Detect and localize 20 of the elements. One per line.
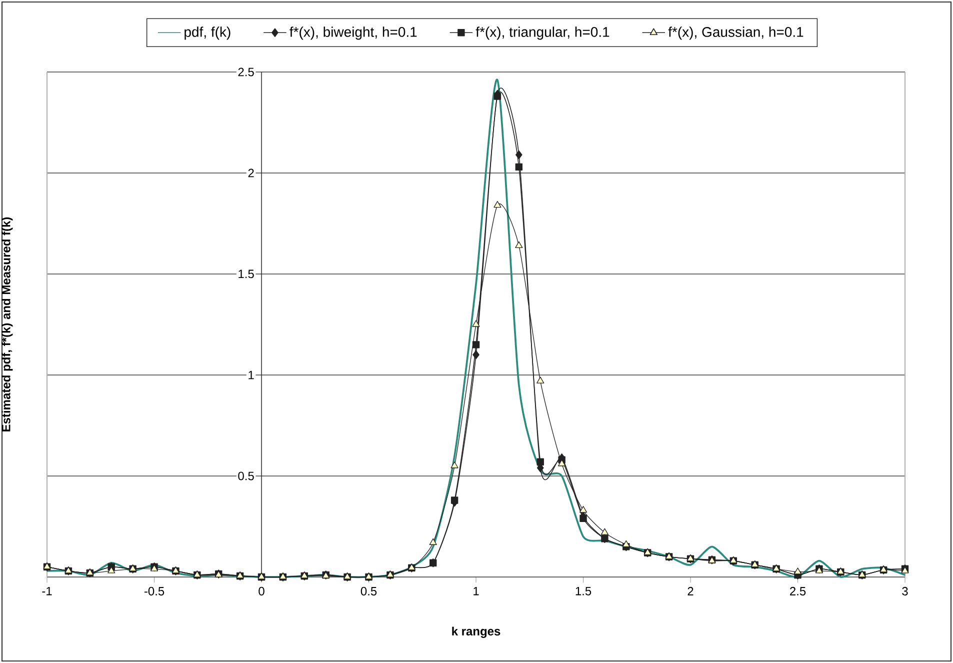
x-tick-label: 1.5 xyxy=(576,586,592,596)
y-tick-label: 0.5 xyxy=(238,472,254,480)
legend-label: pdf, f(k) xyxy=(184,26,230,40)
x-tick-label: 1 xyxy=(474,586,479,596)
y-tick-label: 2.5 xyxy=(238,68,254,76)
y-tick-label: 2 xyxy=(248,168,254,178)
y-tick-label: 1.5 xyxy=(238,270,254,278)
x-tick-label: 3 xyxy=(902,586,908,596)
y-axis-title: Estimated pdf, f*(k) and Measured f(k) xyxy=(2,217,13,432)
x-tick-label: -0.5 xyxy=(144,586,164,596)
x-tick-label: -1 xyxy=(42,586,52,596)
x-tick-label: 2.5 xyxy=(790,586,806,596)
x-tick-label: 2 xyxy=(688,586,694,596)
legend-label: f*(x), triangular, h=0.1 xyxy=(476,26,610,40)
legend-label: f*(x), Gaussian, h=0.1 xyxy=(668,26,804,40)
x-tick-label: 0 xyxy=(258,586,264,596)
x-tick-label: 0.5 xyxy=(360,586,377,596)
y-tick-label: 1 xyxy=(248,370,254,380)
x-axis-title: k ranges xyxy=(452,626,500,638)
legend-label: f*(x), biweight, h=0.1 xyxy=(290,26,417,40)
